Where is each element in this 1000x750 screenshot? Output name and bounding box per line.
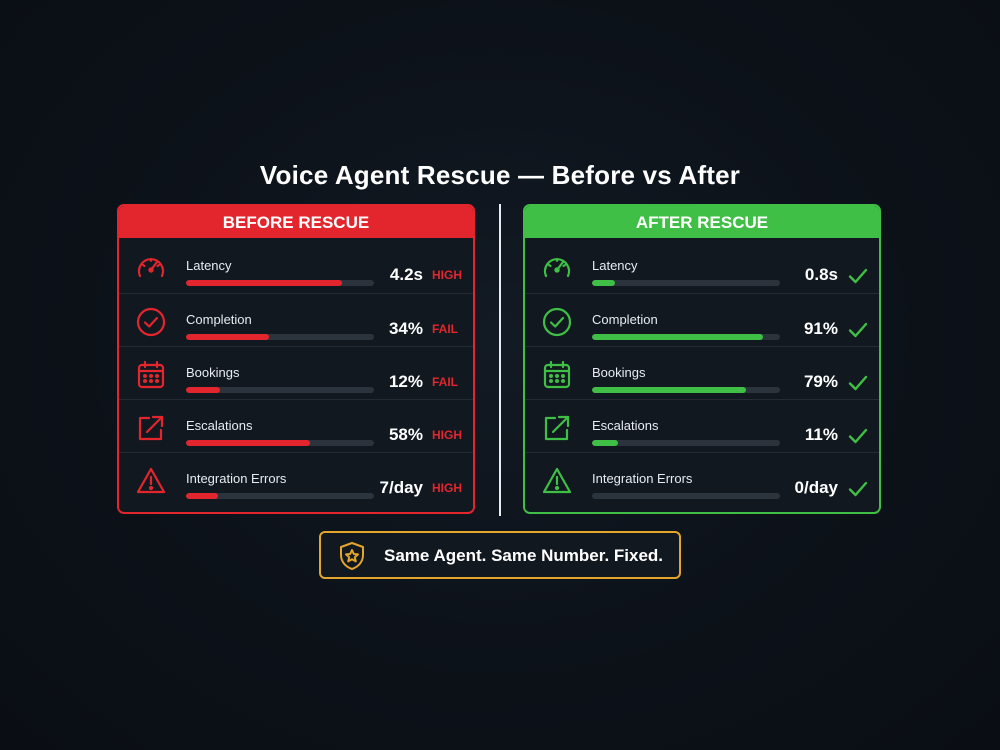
check-circle-icon — [542, 307, 572, 337]
metric-label: Bookings — [592, 365, 646, 380]
metric-label: Integration Errors — [592, 471, 693, 486]
metric-bar — [592, 280, 780, 286]
after-row-bookings: Bookings 79% — [525, 346, 879, 399]
after-row-completion: Completion 91% — [525, 293, 879, 346]
page-title: Voice Agent Rescue — Before vs After — [259, 160, 741, 190]
metric-bar — [592, 440, 780, 446]
metric-label: Completion — [186, 312, 252, 327]
after-row-latency: Latency 0.8s — [525, 240, 879, 293]
metric-label: Completion — [592, 312, 658, 327]
metric-bar — [186, 387, 374, 393]
metric-value: 91% — [803, 319, 838, 338]
calendar-icon — [543, 360, 571, 389]
before-row-latency: Latency 4.2s HIGH — [119, 240, 473, 293]
after-row-integration-errors: Integration Errors 0/day — [525, 452, 879, 505]
divider — [499, 204, 501, 516]
checkmark-icon — [848, 428, 868, 444]
after-panel-header: AFTER RESCUE — [525, 206, 879, 238]
warning-triangle-icon — [136, 467, 166, 494]
metric-bar — [186, 334, 374, 340]
shield-star-icon — [340, 542, 364, 570]
metric-bar — [186, 440, 374, 446]
metric-value: 7/day — [379, 478, 423, 497]
metric-bar-fill — [592, 334, 764, 340]
external-arrow-icon — [138, 415, 164, 441]
metric-value: 79% — [803, 372, 838, 391]
metric-label: Latency — [186, 258, 232, 273]
metric-bar-fill — [592, 440, 619, 446]
metric-bar-fill — [592, 280, 615, 286]
checkmark-icon — [848, 322, 868, 338]
metric-value: 4.2s — [389, 265, 423, 284]
metric-bar-fill — [186, 387, 220, 393]
metric-bar-fill — [186, 440, 311, 446]
status-badge: HIGH — [432, 428, 462, 442]
metric-bar — [592, 493, 780, 499]
metric-value: 58% — [388, 425, 423, 444]
after-panel: AFTER RESCUE Latency 0.8s Comp — [523, 204, 881, 514]
before-row-integration-errors: Integration Errors 7/day HIGH — [119, 452, 473, 505]
before-panel: BEFORE RESCUE Latency 4.2s HIGH — [117, 204, 475, 514]
external-arrow-icon — [544, 415, 570, 441]
metric-label: Escalations — [592, 418, 659, 433]
checkmark-icon — [848, 375, 868, 391]
metric-bar-fill — [186, 280, 343, 286]
check-circle-icon — [136, 307, 166, 337]
calendar-icon — [137, 360, 165, 389]
metric-bar — [592, 334, 780, 340]
checkmark-icon — [848, 481, 868, 497]
after-row-escalations: Escalations 11% — [525, 399, 879, 452]
banner-text: Same Agent. Same Number. Fixed. — [384, 546, 664, 565]
metric-bar-fill — [592, 387, 747, 393]
metric-label: Latency — [592, 258, 638, 273]
metric-value: 34% — [388, 319, 423, 338]
checkmark-icon — [848, 268, 868, 284]
metric-bar — [186, 493, 374, 499]
summary-banner: Same Agent. Same Number. Fixed. — [319, 531, 681, 579]
metric-label: Bookings — [186, 365, 240, 380]
before-panel-header: BEFORE RESCUE — [119, 206, 473, 238]
metric-value: 11% — [804, 425, 838, 444]
status-badge: FAIL — [432, 375, 458, 389]
metric-bar-fill — [186, 493, 218, 499]
metric-bar — [592, 387, 780, 393]
metric-bar-fill — [186, 334, 269, 340]
before-row-escalations: Escalations 58% HIGH — [119, 399, 473, 452]
warning-triangle-icon — [542, 467, 572, 494]
status-badge: HIGH — [432, 481, 462, 495]
status-badge: FAIL — [432, 322, 458, 336]
metric-bar — [186, 280, 374, 286]
speedometer-icon — [137, 257, 165, 278]
metric-value: 0/day — [794, 478, 838, 497]
before-row-completion: Completion 34% FAIL — [119, 293, 473, 346]
metric-value: 12% — [388, 372, 423, 391]
metric-label: Escalations — [186, 418, 253, 433]
speedometer-icon — [543, 257, 571, 278]
metric-label: Integration Errors — [186, 471, 287, 486]
before-row-bookings: Bookings 12% FAIL — [119, 346, 473, 399]
metric-value: 0.8s — [804, 265, 838, 284]
status-badge: HIGH — [432, 268, 462, 282]
